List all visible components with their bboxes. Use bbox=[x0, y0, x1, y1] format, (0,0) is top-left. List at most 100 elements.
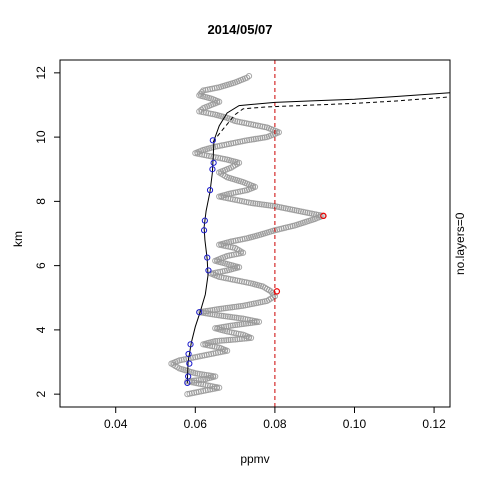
grey-point bbox=[196, 370, 203, 378]
grey-point bbox=[227, 336, 234, 343]
grey-point bbox=[209, 306, 216, 314]
grey-point bbox=[232, 336, 239, 343]
grey-point bbox=[222, 313, 229, 320]
grey-point bbox=[212, 325, 219, 332]
grey-point bbox=[246, 316, 253, 324]
grey-point bbox=[213, 306, 221, 313]
blue-points-series bbox=[184, 137, 217, 387]
y-tick-label: 8 bbox=[34, 198, 48, 205]
blue-point bbox=[201, 217, 208, 224]
grey-point bbox=[186, 390, 193, 397]
grey-point bbox=[217, 155, 224, 162]
grey-point bbox=[245, 120, 252, 127]
grey-point bbox=[232, 237, 239, 244]
grey-point bbox=[196, 353, 203, 360]
grey-point bbox=[219, 268, 226, 275]
grey-point bbox=[232, 276, 239, 284]
grey-point bbox=[211, 383, 218, 390]
grey-point bbox=[207, 372, 214, 379]
grey-point bbox=[245, 279, 252, 286]
grey-point bbox=[216, 142, 223, 149]
grey-point bbox=[257, 122, 264, 130]
grey-point bbox=[207, 307, 214, 314]
grey-point bbox=[194, 353, 201, 360]
grey-point bbox=[239, 187, 246, 195]
grey-point bbox=[213, 311, 221, 319]
grey-point bbox=[229, 244, 236, 251]
grey-point bbox=[228, 251, 235, 259]
grey-point bbox=[220, 274, 227, 281]
y-tick-label: 12 bbox=[34, 66, 48, 80]
grey-point bbox=[258, 201, 265, 208]
grey-point bbox=[222, 305, 229, 312]
grey-point bbox=[235, 330, 242, 337]
grey-point bbox=[218, 324, 225, 331]
grey-point bbox=[259, 123, 266, 130]
grey-point bbox=[223, 323, 230, 330]
red-point bbox=[320, 212, 327, 220]
grey-point bbox=[203, 351, 210, 359]
grey-point bbox=[229, 196, 236, 203]
grey-point bbox=[216, 384, 223, 391]
grey-point bbox=[221, 141, 228, 149]
grey-point bbox=[257, 135, 264, 142]
grey-point bbox=[245, 199, 252, 206]
grey-point bbox=[227, 276, 234, 283]
grey-point bbox=[220, 305, 227, 312]
grey-point bbox=[176, 357, 183, 364]
grey-point bbox=[211, 306, 218, 313]
grey-point bbox=[208, 350, 215, 358]
grey-point bbox=[233, 303, 240, 310]
grey-point bbox=[259, 134, 266, 141]
grey-point bbox=[226, 252, 233, 259]
grey-point bbox=[212, 111, 219, 118]
grey-point bbox=[199, 352, 206, 359]
grey-point bbox=[191, 389, 198, 396]
grey-point bbox=[245, 72, 253, 80]
grey-point bbox=[225, 275, 232, 282]
red-points-series bbox=[273, 212, 327, 295]
solid-curve bbox=[186, 92, 450, 383]
grey-point bbox=[198, 371, 206, 378]
grey-point bbox=[216, 312, 223, 319]
x-tick-label: 0.08 bbox=[263, 417, 287, 431]
grey-point bbox=[228, 140, 235, 147]
grey-point bbox=[261, 123, 268, 131]
grey-point bbox=[228, 190, 235, 197]
blue-point bbox=[187, 341, 194, 348]
grey-point bbox=[202, 86, 209, 94]
grey-point bbox=[234, 118, 241, 125]
grey-profile-series bbox=[168, 72, 326, 398]
grey-point bbox=[210, 270, 217, 277]
grey-point bbox=[225, 336, 232, 344]
grey-point bbox=[201, 371, 208, 378]
grey-point bbox=[231, 314, 238, 321]
grey-point bbox=[197, 388, 205, 395]
grey-point bbox=[230, 237, 237, 245]
grey-point bbox=[205, 110, 212, 117]
grey-point bbox=[217, 268, 224, 275]
grey-point bbox=[189, 354, 197, 361]
grey-point bbox=[233, 314, 240, 321]
grey-point bbox=[204, 382, 211, 389]
grey-point bbox=[229, 322, 236, 329]
grey-point bbox=[243, 137, 251, 144]
grey-point bbox=[205, 152, 213, 160]
grey-point bbox=[237, 138, 244, 145]
grey-point bbox=[233, 330, 240, 337]
grey-point bbox=[229, 336, 236, 343]
grey-point bbox=[223, 141, 230, 148]
grey-point bbox=[241, 198, 248, 205]
grey-point bbox=[229, 276, 236, 283]
grey-point bbox=[234, 139, 242, 146]
grey-point bbox=[263, 201, 270, 209]
blue-point bbox=[209, 166, 216, 173]
grey-point bbox=[205, 372, 212, 379]
grey-point bbox=[241, 119, 248, 126]
grey-point bbox=[230, 139, 237, 147]
grey-point bbox=[237, 302, 244, 310]
y-tick-label: 2 bbox=[34, 390, 48, 397]
blue-point bbox=[184, 379, 191, 387]
grey-point bbox=[219, 155, 226, 162]
grey-point bbox=[247, 199, 255, 207]
